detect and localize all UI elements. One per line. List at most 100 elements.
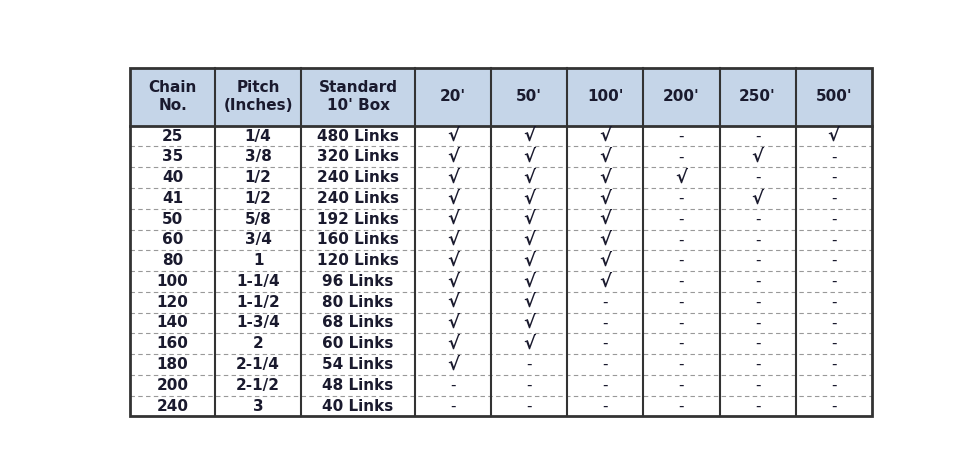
Text: -: - — [603, 315, 608, 330]
Text: 5/8: 5/8 — [244, 211, 272, 227]
Text: 1/2: 1/2 — [244, 170, 272, 185]
Text: 50: 50 — [162, 211, 183, 227]
Text: 54 Links: 54 Links — [322, 357, 394, 372]
Text: -: - — [830, 398, 836, 413]
Text: -: - — [755, 170, 760, 185]
Bar — [130, 333, 871, 354]
Text: -: - — [679, 378, 684, 393]
Text: √: √ — [828, 127, 839, 145]
Bar — [130, 292, 871, 312]
Text: -: - — [679, 253, 684, 268]
Text: 1-1/2: 1-1/2 — [236, 295, 280, 310]
Text: -: - — [679, 357, 684, 372]
Text: -: - — [830, 274, 836, 289]
Text: 240 Links: 240 Links — [317, 191, 399, 206]
Text: √: √ — [524, 127, 535, 145]
Text: √: √ — [524, 293, 535, 311]
Text: -: - — [755, 315, 760, 330]
Text: -: - — [679, 274, 684, 289]
Text: 320 Links: 320 Links — [317, 149, 399, 164]
Text: 240: 240 — [156, 398, 189, 413]
Text: √: √ — [524, 314, 535, 332]
Text: 500': 500' — [816, 89, 852, 104]
Text: √: √ — [447, 231, 459, 249]
Bar — [130, 250, 871, 271]
Text: -: - — [679, 295, 684, 310]
Text: 100': 100' — [587, 89, 623, 104]
Text: -: - — [603, 295, 608, 310]
Text: -: - — [527, 378, 532, 393]
Text: √: √ — [599, 231, 612, 249]
Text: 20': 20' — [440, 89, 466, 104]
Text: -: - — [830, 253, 836, 268]
Text: √: √ — [447, 148, 459, 166]
Text: -: - — [755, 398, 760, 413]
Bar — [130, 126, 871, 146]
Text: √: √ — [599, 127, 612, 145]
Text: -: - — [755, 274, 760, 289]
Text: 240 Links: 240 Links — [317, 170, 399, 185]
Text: √: √ — [675, 169, 688, 186]
Text: √: √ — [599, 272, 612, 290]
Text: 480 Links: 480 Links — [318, 128, 399, 143]
Text: Pitch
(Inches): Pitch (Inches) — [224, 80, 293, 113]
Text: -: - — [679, 336, 684, 351]
Text: √: √ — [524, 231, 535, 249]
Text: -: - — [830, 336, 836, 351]
Text: -: - — [830, 211, 836, 227]
Text: -: - — [603, 357, 608, 372]
Text: -: - — [755, 295, 760, 310]
Text: 3/8: 3/8 — [244, 149, 272, 164]
Text: -: - — [755, 357, 760, 372]
Text: -: - — [527, 398, 532, 413]
Text: -: - — [603, 378, 608, 393]
Text: -: - — [755, 211, 760, 227]
Text: 200': 200' — [663, 89, 700, 104]
Text: 120: 120 — [156, 295, 189, 310]
Text: -: - — [830, 357, 836, 372]
Text: -: - — [830, 315, 836, 330]
Text: 2: 2 — [253, 336, 264, 351]
Text: 3/4: 3/4 — [244, 232, 272, 247]
Text: √: √ — [599, 148, 612, 166]
Text: √: √ — [524, 252, 535, 270]
Text: 100: 100 — [156, 274, 189, 289]
Text: √: √ — [447, 335, 459, 353]
Text: √: √ — [524, 272, 535, 290]
Text: √: √ — [447, 252, 459, 270]
Text: -: - — [450, 398, 456, 413]
Text: 50': 50' — [516, 89, 542, 104]
Text: √: √ — [524, 169, 535, 186]
Bar — [130, 209, 871, 229]
Bar — [130, 354, 871, 375]
Text: √: √ — [599, 169, 612, 186]
Text: 80: 80 — [162, 253, 183, 268]
Text: -: - — [603, 336, 608, 351]
Text: 200: 200 — [156, 378, 189, 393]
Text: 120 Links: 120 Links — [318, 253, 399, 268]
Text: 1/2: 1/2 — [244, 191, 272, 206]
Text: 68 Links: 68 Links — [322, 315, 394, 330]
Text: 250': 250' — [740, 89, 776, 104]
Text: -: - — [830, 232, 836, 247]
Bar — [130, 146, 871, 167]
Text: 192 Links: 192 Links — [318, 211, 399, 227]
Text: -: - — [450, 378, 456, 393]
Text: -: - — [679, 398, 684, 413]
Text: 2-1/2: 2-1/2 — [236, 378, 280, 393]
Text: 160: 160 — [156, 336, 189, 351]
Text: 40: 40 — [162, 170, 183, 185]
Text: √: √ — [599, 210, 612, 228]
Text: -: - — [679, 149, 684, 164]
Text: -: - — [679, 232, 684, 247]
Bar — [130, 271, 871, 292]
Text: -: - — [679, 211, 684, 227]
Text: -: - — [527, 357, 532, 372]
Bar — [130, 396, 871, 416]
Text: √: √ — [447, 210, 459, 228]
Text: 40 Links: 40 Links — [322, 398, 394, 413]
Bar — [130, 229, 871, 250]
Text: 48 Links: 48 Links — [322, 378, 394, 393]
Text: √: √ — [447, 293, 459, 311]
Text: √: √ — [447, 272, 459, 290]
